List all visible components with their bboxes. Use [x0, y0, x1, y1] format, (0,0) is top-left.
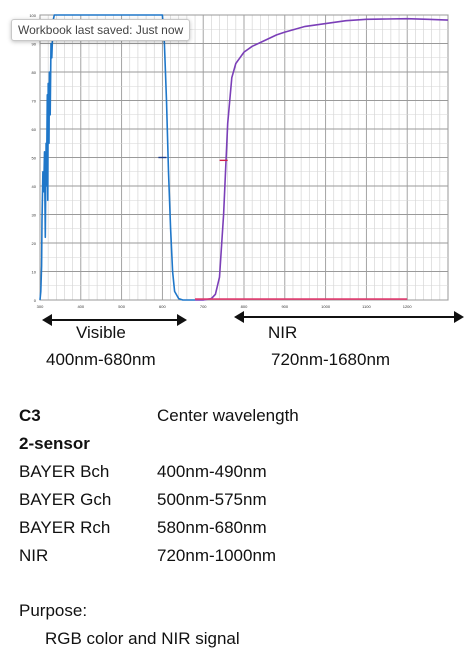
- x-tick-label: 400: [77, 304, 84, 309]
- center-wavelength-heading: Center wavelength: [157, 406, 299, 425]
- visible-band-arrow: [42, 314, 187, 326]
- x-tick-label: 600: [159, 304, 166, 309]
- x-tick-label: 500: [118, 304, 125, 309]
- nir-label: NIR: [268, 323, 298, 342]
- y-tick-label: 100: [29, 13, 36, 18]
- y-tick-label: 20: [32, 241, 37, 246]
- x-tick-label: 900: [281, 304, 288, 309]
- x-tick-label: 1000: [321, 304, 331, 309]
- x-tick-label: 800: [241, 304, 248, 309]
- spec-row-name: BAYER Rch: [19, 518, 111, 537]
- purpose-label: Purpose:: [19, 601, 88, 620]
- x-tick-label: 300: [37, 304, 44, 309]
- spec-row-value: 500nm-575nm: [157, 490, 267, 509]
- y-tick-label: 90: [32, 42, 37, 47]
- spec-row-value: 580nm-680nm: [157, 518, 267, 537]
- y-tick-label: 70: [32, 99, 37, 104]
- save-status-tooltip: Workbook last saved: Just now: [11, 19, 191, 41]
- series-line-1: [195, 17, 449, 301]
- series-line-0: [39, 14, 195, 301]
- transmission-chart: 0 10 20 30 40 50 60 70 80 90 100 300 400 500 600 700 800…: [0, 0, 471, 318]
- visible-label: Visible: [76, 323, 126, 342]
- y-tick-label: 0: [34, 298, 37, 303]
- spec-row-name: BAYER Bch: [19, 462, 110, 481]
- visible-range: 400nm-680nm: [46, 350, 156, 369]
- spec-row-name: BAYER Gch: [19, 490, 112, 509]
- sensor-heading: C3: [19, 406, 41, 425]
- x-tick-label: 1200: [403, 304, 413, 309]
- y-tick-label: 30: [32, 213, 37, 218]
- sensor-subheading: 2-sensor: [19, 434, 90, 453]
- y-tick-label: 50: [32, 156, 37, 161]
- spec-row-value: 400nm-490nm: [157, 462, 267, 481]
- y-tick-label: 80: [32, 70, 37, 75]
- y-tick-label: 40: [32, 184, 37, 189]
- nir-range: 720nm-1680nm: [271, 350, 391, 369]
- nir-band-arrow: [234, 311, 464, 323]
- x-tick-label: 700: [200, 304, 207, 309]
- x-tick-label: 1100: [362, 304, 371, 309]
- purpose-text: RGB color and NIR signal: [45, 629, 240, 648]
- spec-row-value: 720nm-1000nm: [157, 546, 277, 565]
- chart-svg: 0 10 20 30 40 50 60 70 80 90 100 300 400 500 600 700 800…: [29, 13, 449, 309]
- y-tick-label: 60: [32, 127, 37, 132]
- y-tick-label: 10: [32, 270, 37, 275]
- spec-row-name: NIR: [19, 546, 49, 565]
